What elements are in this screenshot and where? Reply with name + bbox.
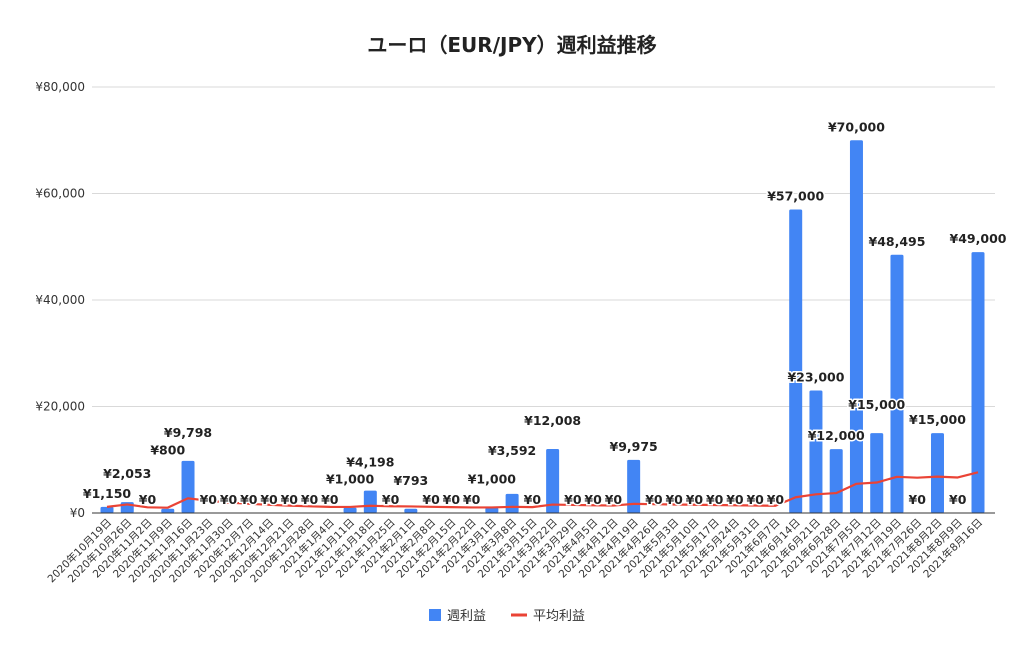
bar	[100, 506, 114, 513]
data-label: ¥0	[645, 492, 663, 507]
data-label: ¥1,150	[83, 486, 132, 501]
data-label: ¥1,000	[468, 472, 517, 487]
bar	[829, 449, 843, 513]
average-line	[106, 471, 979, 509]
bar	[930, 433, 944, 513]
bar	[343, 507, 357, 513]
legend: 週利益 平均利益	[429, 609, 585, 624]
bar	[627, 459, 641, 513]
data-labels: ¥1,150¥2,053¥0¥800¥9,798¥0 ¥0 ¥0 ¥0 ¥0 ¥0 ¥0¥1…	[81, 118, 1008, 509]
data-label: ¥9,975	[610, 439, 658, 454]
bar	[363, 490, 377, 513]
bar	[809, 390, 823, 513]
data-label: ¥0	[200, 492, 218, 507]
data-label: ¥9,798	[164, 425, 212, 440]
data-label: ¥57,000	[767, 188, 824, 203]
data-label: ¥0	[281, 492, 299, 507]
bar	[181, 460, 195, 513]
data-label: ¥23,000	[787, 370, 844, 385]
data-label: ¥2,053	[103, 466, 151, 481]
bar	[890, 254, 904, 513]
data-label: ¥48,495	[869, 234, 926, 249]
data-label: ¥0	[665, 492, 683, 507]
data-label: ¥0	[564, 492, 582, 507]
data-label: ¥0	[726, 492, 744, 507]
data-label: ¥0	[746, 492, 764, 507]
data-label: ¥0	[382, 492, 400, 507]
data-label: ¥0	[949, 492, 967, 507]
y-tick-label: ¥60,000	[35, 187, 85, 201]
data-label: ¥3,592	[488, 443, 536, 458]
line-series	[106, 471, 979, 509]
data-label: ¥0	[605, 492, 623, 507]
bar	[161, 508, 175, 513]
data-label: ¥0	[301, 492, 319, 507]
data-label: ¥12,008	[524, 413, 581, 428]
data-label: ¥0	[422, 492, 440, 507]
data-label: ¥0	[767, 492, 785, 507]
data-label: ¥0	[240, 492, 258, 507]
data-label: ¥0	[443, 492, 461, 507]
bar	[505, 493, 519, 513]
data-label: ¥49,000	[950, 231, 1007, 246]
data-label: ¥0	[321, 492, 339, 507]
data-label: ¥0	[909, 492, 927, 507]
data-label: ¥0	[706, 492, 724, 507]
y-tick-label: ¥20,000	[35, 400, 85, 414]
data-label: ¥70,000	[828, 119, 885, 134]
data-label: ¥0	[463, 492, 481, 507]
data-label: ¥12,000	[808, 428, 865, 443]
data-label: ¥0	[584, 492, 602, 507]
bar	[971, 252, 985, 513]
bar-series	[100, 140, 985, 513]
data-label: ¥0	[524, 492, 542, 507]
data-label: ¥793	[393, 473, 428, 488]
data-label: ¥800	[150, 443, 185, 458]
legend-swatch-bar	[429, 609, 441, 621]
x-axis: 2020年10月19日2020年10月26日2020年11月2日2020年11月…	[45, 516, 985, 585]
chart-title: ユーロ（EUR/JPY）週利益推移	[367, 33, 656, 57]
legend-label-average: 平均利益	[533, 609, 585, 624]
data-label: ¥0	[220, 492, 238, 507]
gridlines	[92, 86, 995, 407]
bar	[485, 507, 499, 513]
data-label: ¥0	[260, 492, 278, 507]
y-tick-label: ¥80,000	[35, 80, 85, 94]
data-label: ¥1,000	[326, 472, 375, 487]
y-tick-label: ¥40,000	[35, 293, 85, 307]
bar	[546, 449, 560, 513]
y-tick-label: ¥0	[70, 506, 85, 520]
data-label: ¥0	[139, 492, 157, 507]
bar	[789, 209, 803, 513]
data-label: ¥15,000	[909, 412, 966, 427]
y-axis: ¥0 ¥20,000 ¥40,000 ¥60,000 ¥80,000	[35, 80, 85, 520]
bar	[870, 433, 884, 513]
data-label: ¥0	[686, 492, 704, 507]
bar	[404, 508, 418, 513]
data-label: ¥4,198	[346, 455, 394, 470]
bar	[849, 140, 863, 513]
data-label: ¥15,000	[848, 397, 905, 412]
legend-label-weekly: 週利益	[447, 609, 486, 624]
